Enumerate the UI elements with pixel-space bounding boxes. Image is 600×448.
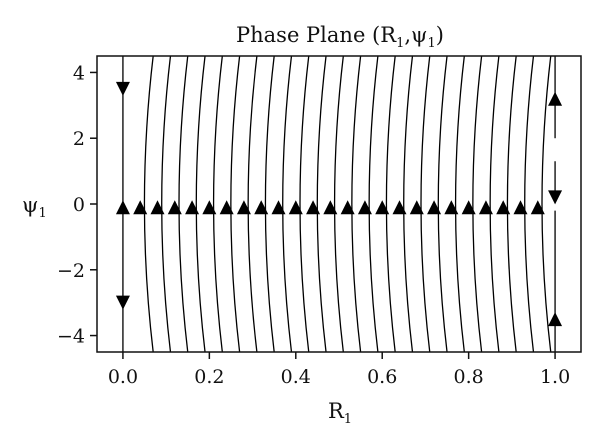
trajectory-curve bbox=[212, 55, 223, 353]
x-tick-label: 0.8 bbox=[454, 366, 484, 388]
arrow-marker bbox=[530, 200, 545, 215]
arrow-marker bbox=[478, 200, 493, 215]
arrow-marker bbox=[115, 295, 130, 310]
trajectory-curve bbox=[178, 55, 189, 353]
arrow-marker bbox=[115, 81, 130, 96]
trajectory-curve bbox=[385, 55, 396, 353]
plot-frame bbox=[96, 55, 582, 353]
trajectory-curve bbox=[351, 55, 362, 353]
arrow-marker bbox=[461, 200, 476, 215]
trajectory-curve bbox=[403, 55, 414, 353]
chart-title: Phase Plane (R1,ψ1) bbox=[236, 23, 444, 51]
arrow-marker bbox=[306, 200, 321, 215]
trajectory-curve bbox=[316, 55, 327, 353]
trajectory-curve bbox=[333, 55, 344, 353]
arrow-marker bbox=[548, 190, 563, 205]
y-tick-label: 4 bbox=[73, 62, 85, 84]
trajectories bbox=[122, 55, 556, 353]
trajectory-curve bbox=[437, 55, 448, 353]
trajectory-curve bbox=[161, 55, 172, 353]
arrow-marker bbox=[427, 200, 442, 215]
arrow-marker bbox=[392, 200, 407, 215]
arrow-marker bbox=[288, 200, 303, 215]
trajectory-curve bbox=[368, 55, 379, 353]
trajectory-curve bbox=[489, 55, 500, 353]
trajectory-curve bbox=[454, 55, 465, 353]
trajectory-curve bbox=[143, 55, 154, 353]
arrow-marker bbox=[219, 200, 234, 215]
trajectory-curve bbox=[524, 55, 535, 353]
x-tick-label: 0.4 bbox=[281, 366, 311, 388]
y-tick-label: −4 bbox=[57, 326, 85, 348]
y-tick-label: −2 bbox=[57, 260, 85, 282]
trajectory-curve bbox=[282, 55, 293, 353]
arrow-marker bbox=[150, 200, 165, 215]
trajectory-curve bbox=[506, 55, 517, 353]
arrow-marker bbox=[271, 200, 286, 215]
arrow-marker bbox=[513, 200, 528, 215]
trajectory-curve bbox=[264, 55, 275, 353]
trajectory-curve bbox=[472, 55, 483, 353]
y-tick-label: 0 bbox=[73, 194, 85, 216]
arrow-marker bbox=[254, 200, 269, 215]
arrow-markers bbox=[115, 81, 563, 327]
arrow-marker bbox=[409, 200, 424, 215]
arrow-marker bbox=[185, 200, 200, 215]
arrow-marker bbox=[236, 200, 251, 215]
trajectory-curve bbox=[420, 55, 431, 353]
arrow-marker bbox=[167, 200, 182, 215]
arrow-marker bbox=[548, 91, 563, 106]
trajectory-curve bbox=[247, 55, 258, 353]
arrow-marker bbox=[115, 200, 130, 215]
y-tick-label: 2 bbox=[73, 128, 85, 150]
arrow-marker bbox=[202, 200, 217, 215]
x-tick-label: 0.0 bbox=[108, 366, 138, 388]
arrow-marker bbox=[323, 200, 338, 215]
arrow-marker bbox=[444, 200, 459, 215]
trajectory-curve bbox=[299, 55, 310, 353]
x-tick-label: 1.0 bbox=[540, 366, 570, 388]
x-tick-label: 0.2 bbox=[194, 366, 224, 388]
arrow-marker bbox=[133, 200, 148, 215]
trajectory-curve bbox=[195, 55, 206, 353]
trajectory-curve bbox=[541, 55, 552, 353]
arrow-marker bbox=[548, 312, 563, 327]
arrow-marker bbox=[375, 200, 390, 215]
x-tick-label: 0.6 bbox=[367, 366, 397, 388]
arrow-marker bbox=[340, 200, 355, 215]
arrow-marker bbox=[357, 200, 372, 215]
axes: 0.0 0.2 0.4 0.6 0.8 1.0 4 2 0 −2 −4 bbox=[57, 62, 570, 388]
arrow-marker bbox=[496, 200, 511, 215]
x-axis-title: R1 bbox=[328, 399, 352, 427]
trajectory-curve bbox=[230, 55, 241, 353]
y-axis-title: ψ1 bbox=[22, 193, 47, 221]
